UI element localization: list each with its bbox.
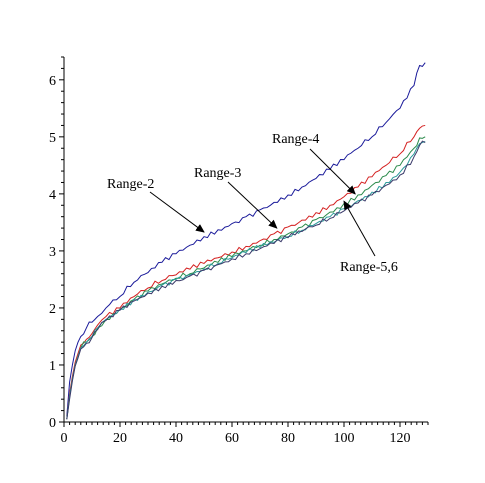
series-line-range-6 <box>66 140 426 420</box>
annotation-label-range-4: Range-4 <box>272 132 319 147</box>
annotation-label-range-3: Range-3 <box>194 166 241 181</box>
annotation-arrow-range-3 <box>227 181 278 229</box>
series-line-range-3 <box>66 124 426 420</box>
y-tick-label: 5 <box>49 131 56 146</box>
series-line-range-5 <box>66 140 426 420</box>
x-tick-label: 60 <box>225 431 239 446</box>
y-tick-label: 6 <box>49 74 56 89</box>
annotation-arrow-range-4 <box>309 148 356 195</box>
annotations: Range-2 Range-3 Range-4 Range-5,6 <box>107 132 398 275</box>
y-tick-label: 3 <box>49 245 56 260</box>
annotation-arrow-range-56 <box>343 200 376 257</box>
x-tick-label: 80 <box>281 431 295 446</box>
y-tick-label: 2 <box>49 302 56 317</box>
x-tick-label: 120 <box>390 431 411 446</box>
series-lines <box>66 62 426 420</box>
annotation-arrow-range-2 <box>149 191 205 233</box>
annotation-label-range-56: Range-5,6 <box>340 260 398 275</box>
y-tick-label: 1 <box>49 359 56 374</box>
annotation-label-range-2: Range-2 <box>107 177 154 192</box>
series-line-range-2 <box>66 62 426 417</box>
x-tick-label: 0 <box>61 431 68 446</box>
x-tick-label: 40 <box>169 431 183 446</box>
axes: 0 20 40 60 80 100 120 0 1 2 3 4 5 6 <box>49 56 429 446</box>
y-tick-label: 0 <box>49 416 56 431</box>
x-tick-label: 20 <box>113 431 127 446</box>
y-tick-label: 4 <box>49 188 56 203</box>
x-tick-label: 100 <box>334 431 355 446</box>
